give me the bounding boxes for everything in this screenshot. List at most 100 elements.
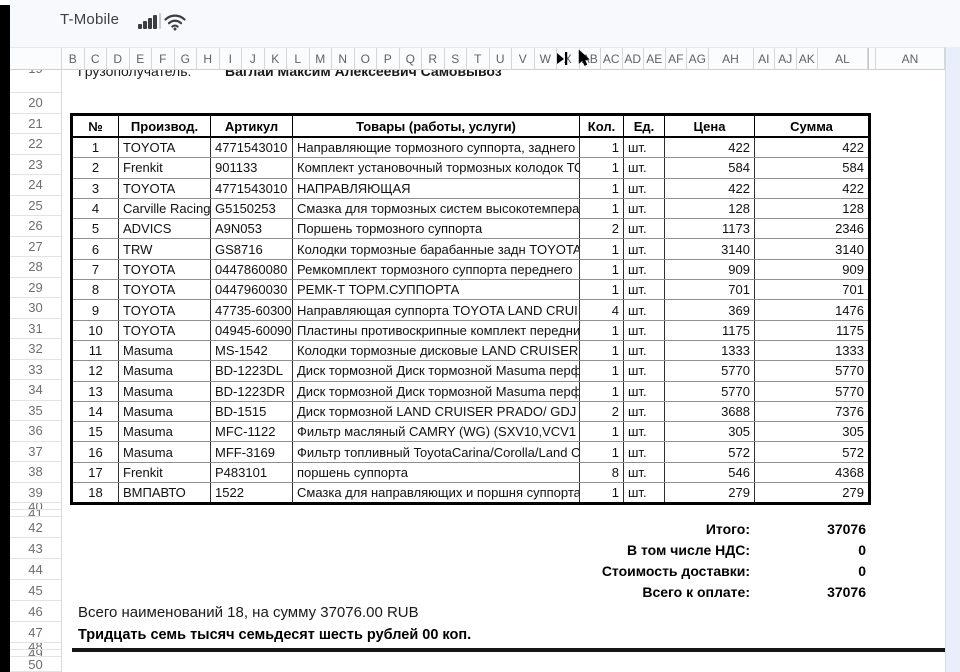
column-header-X[interactable]: X: [557, 48, 580, 70]
cell-price[interactable]: 909: [664, 258, 755, 281]
cell-unit[interactable]: шт.: [623, 157, 665, 179]
cell-brand[interactable]: Masuma: [118, 380, 211, 402]
row-number-25[interactable]: 25: [10, 196, 61, 216]
row-number-46[interactable]: 46: [10, 601, 61, 622]
cell-brand[interactable]: Masuma: [118, 339, 211, 362]
row-number-30[interactable]: 30: [10, 298, 61, 319]
cell-product[interactable]: Смазка для тормозных систем высокотемпер…: [292, 197, 580, 220]
cell-unit[interactable]: шт.: [623, 319, 665, 341]
cell-price[interactable]: 422: [664, 136, 755, 159]
column-header-G[interactable]: G: [174, 48, 197, 70]
cell-qty[interactable]: 1: [579, 339, 624, 362]
row-number-27[interactable]: 27: [10, 237, 61, 257]
column-header-AC[interactable]: AC: [601, 48, 623, 70]
corner-cell[interactable]: [10, 48, 62, 70]
column-header-J[interactable]: J: [242, 48, 265, 70]
column-header-C[interactable]: C: [84, 48, 107, 70]
row-number-41[interactable]: 41: [10, 510, 61, 517]
cell-sum[interactable]: 305: [754, 421, 870, 443]
cell-num[interactable]: 14: [71, 400, 119, 423]
cell-article[interactable]: 0447860080: [210, 258, 293, 281]
cell-num[interactable]: 2: [71, 157, 119, 179]
cell-product[interactable]: Комплект установочный тормозных колодок …: [292, 157, 580, 179]
cell-article[interactable]: 1522: [210, 482, 293, 505]
row-number-38[interactable]: 38: [10, 462, 61, 483]
cell-sum[interactable]: 1175: [754, 319, 870, 341]
row-number-21[interactable]: 21: [10, 114, 61, 134]
cell-sum[interactable]: 3140: [754, 238, 870, 260]
cell-product[interactable]: Пластины противоскрипные комплект передн…: [292, 319, 580, 341]
cell-qty[interactable]: 1: [579, 319, 624, 341]
row-number-33[interactable]: 33: [10, 360, 61, 380]
cell-num[interactable]: 16: [71, 441, 119, 463]
cell-unit[interactable]: шт.: [623, 279, 665, 301]
row-number-39[interactable]: 39: [10, 483, 61, 503]
row-number-47[interactable]: 47: [10, 622, 61, 643]
cell-qty[interactable]: 1: [579, 258, 624, 281]
column-header-W[interactable]: W: [534, 48, 557, 70]
cell-num[interactable]: 13: [71, 380, 119, 402]
cell-unit[interactable]: шт.: [623, 177, 665, 199]
total-value[interactable]: 0: [858, 562, 866, 579]
cell-price[interactable]: 279: [664, 482, 755, 505]
column-header-O[interactable]: O: [354, 48, 377, 70]
invoice-header-cell-4[interactable]: Кол.: [579, 114, 624, 138]
cell-brand[interactable]: TOYOTA: [118, 177, 211, 199]
cell-unit[interactable]: шт.: [623, 136, 665, 159]
cell-price[interactable]: 546: [664, 461, 755, 484]
cell-price[interactable]: 1333: [664, 339, 755, 362]
cell-num[interactable]: 7: [71, 258, 119, 281]
cell-article[interactable]: GS8716: [210, 238, 293, 260]
column-header-V[interactable]: V: [512, 48, 535, 70]
cell-brand[interactable]: Masuma: [118, 421, 211, 443]
row-number-34[interactable]: 34: [10, 380, 61, 401]
column-header-E[interactable]: E: [129, 48, 152, 70]
row-number-19[interactable]: 19: [10, 70, 61, 93]
cell-num[interactable]: 12: [71, 360, 119, 382]
row-number-24[interactable]: 24: [10, 175, 61, 196]
row-number-45[interactable]: 45: [10, 580, 61, 601]
column-header-I[interactable]: I: [219, 48, 242, 70]
cell-num[interactable]: 17: [71, 461, 119, 484]
cell-price[interactable]: 422: [664, 177, 755, 199]
cell-brand[interactable]: TRW: [118, 238, 211, 260]
cell-unit[interactable]: шт.: [623, 482, 665, 505]
cell-brand[interactable]: Masuma: [118, 441, 211, 463]
hidden-column-divider[interactable]: [868, 48, 876, 70]
cell-unit[interactable]: шт.: [623, 380, 665, 402]
cell-num[interactable]: 4: [71, 197, 119, 220]
cell-article[interactable]: BD-1515: [210, 400, 293, 423]
cell-num[interactable]: 1: [71, 136, 119, 159]
cell-qty[interactable]: 2: [579, 400, 624, 423]
cell-qty[interactable]: 1: [579, 441, 624, 463]
cell-sum[interactable]: 5770: [754, 380, 870, 402]
cell-sum[interactable]: 422: [754, 177, 870, 199]
cell-price[interactable]: 1175: [664, 319, 755, 341]
column-header-AH[interactable]: AH: [708, 48, 754, 70]
column-header-P[interactable]: P: [377, 48, 400, 70]
cell-num[interactable]: 6: [71, 238, 119, 260]
cell-article[interactable]: MFC-1122: [210, 421, 293, 443]
total-value[interactable]: 37076: [827, 520, 866, 537]
cell-article[interactable]: BD-1223DR: [210, 380, 293, 402]
cell-price[interactable]: 5770: [664, 360, 755, 382]
cell-unit[interactable]: шт.: [623, 339, 665, 362]
invoice-header-cell-1[interactable]: Производ.: [118, 114, 211, 138]
cell-qty[interactable]: 4: [579, 299, 624, 321]
column-header-AE[interactable]: AE: [644, 48, 666, 70]
cell-product[interactable]: РЕМК-Т ТОРМ.СУППОРТА: [292, 279, 580, 301]
total-label[interactable]: В том числе НДС:: [626, 541, 750, 558]
cell-sum[interactable]: 4368: [754, 461, 870, 484]
cell-unit[interactable]: шт.: [623, 400, 665, 423]
row-number-40[interactable]: 40: [10, 503, 61, 510]
cell-brand[interactable]: Frenkit: [118, 157, 211, 179]
cell-article[interactable]: P483101: [210, 461, 293, 484]
column-header-AL[interactable]: AL: [818, 48, 868, 70]
cell-qty[interactable]: 1: [579, 380, 624, 402]
cell-article[interactable]: MFF-3169: [210, 441, 293, 463]
column-header-AN[interactable]: AN: [876, 48, 945, 70]
invoice-header-cell-0[interactable]: №: [71, 114, 119, 138]
summary-line[interactable]: Всего наименований 18, на сумму 37076.00…: [78, 604, 419, 621]
cell-price[interactable]: 572: [664, 441, 755, 463]
cell-qty[interactable]: 2: [579, 218, 624, 240]
